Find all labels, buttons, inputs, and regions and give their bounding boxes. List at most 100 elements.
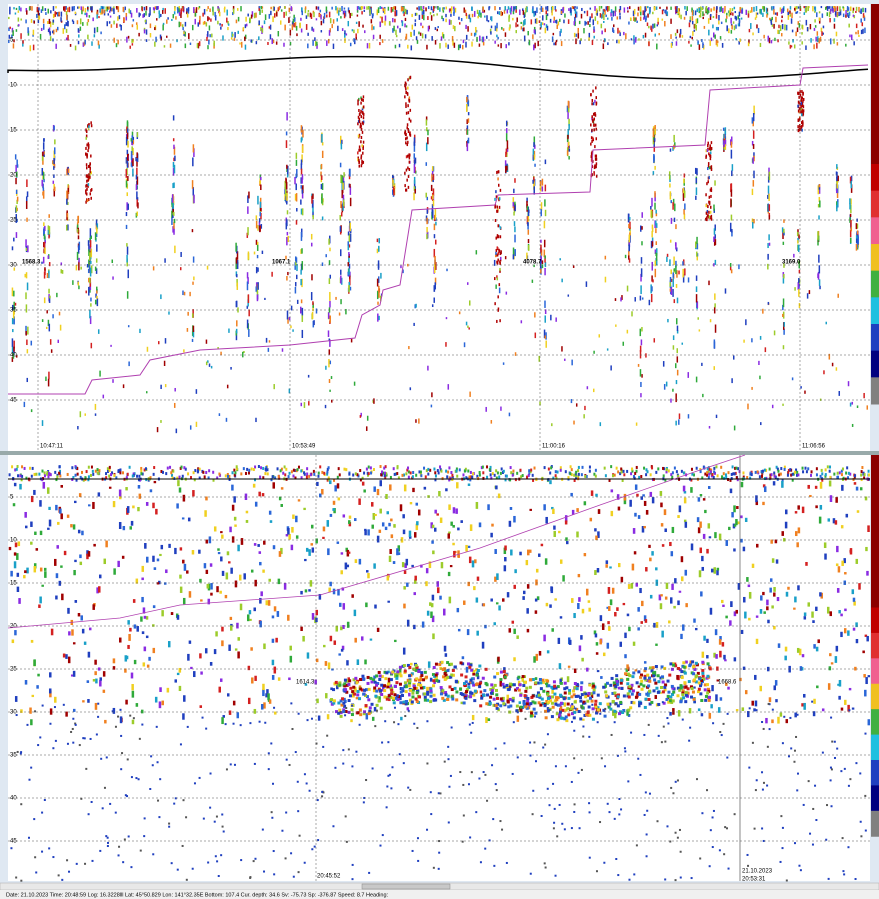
echo-dot	[721, 475, 723, 478]
echo-dot	[253, 468, 255, 471]
echo-dot	[446, 269, 448, 272]
echo-dot	[138, 475, 140, 478]
echo-dot	[709, 196, 711, 199]
echo-dot	[321, 197, 323, 203]
echo-dot	[773, 9, 775, 15]
echo-dot	[152, 556, 155, 562]
echo-dot	[73, 642, 76, 644]
echo-dot	[684, 203, 686, 209]
echo-dot	[165, 384, 167, 387]
echo-dot	[116, 6, 118, 10]
echo-dot	[95, 413, 97, 415]
echo-dot	[733, 548, 736, 551]
echo-dot	[45, 8, 47, 11]
echo-dot	[760, 686, 763, 691]
echo-dot	[540, 245, 542, 253]
echo-dot	[494, 277, 496, 280]
echo-dot	[555, 317, 557, 321]
echo-dot	[78, 216, 80, 223]
echo-dot	[369, 9, 371, 15]
echo-dot	[621, 471, 623, 474]
echo-dot	[794, 44, 796, 48]
echo-dot	[132, 720, 135, 725]
echo-dot	[283, 12, 285, 18]
echo-dot	[735, 24, 737, 28]
echo-dot	[710, 608, 713, 615]
echo-dot	[407, 467, 409, 470]
echo-dot	[306, 472, 308, 475]
echo-dot	[625, 33, 627, 39]
echo-dot	[196, 389, 198, 394]
echo-dot	[187, 328, 189, 332]
echo-dot	[79, 242, 81, 250]
echo-dot	[448, 572, 451, 576]
echo-dot	[388, 678, 391, 683]
echo-dot	[348, 252, 350, 256]
echo-dot	[145, 20, 147, 22]
echo-dot	[576, 532, 579, 538]
echo-dot	[128, 9, 130, 14]
echo-dot	[607, 6, 609, 12]
echo-dot	[241, 42, 243, 48]
echo-dot	[33, 490, 36, 495]
echo-dot	[354, 518, 357, 521]
echo-dot	[632, 564, 635, 571]
echo-dot	[200, 705, 203, 708]
echo-dot	[438, 491, 441, 496]
echo-dot	[497, 37, 499, 40]
echo-dot	[514, 221, 516, 226]
echo-dot	[132, 169, 134, 177]
echo-dot	[346, 33, 348, 35]
echo-dot	[251, 15, 253, 19]
echo-dot	[405, 141, 407, 144]
echo-dot	[243, 27, 245, 30]
echo-dot	[78, 28, 80, 32]
echo-dot	[44, 248, 46, 254]
echo-dot	[220, 678, 223, 681]
echo-dot	[128, 36, 130, 39]
echo-dot	[648, 26, 650, 28]
echo-dot	[15, 154, 17, 159]
echo-dot	[255, 502, 257, 507]
echo-dot	[304, 559, 307, 561]
echo-dot	[675, 37, 677, 39]
echo-dot	[807, 602, 810, 606]
echo-dot	[323, 645, 326, 647]
echo-dot	[640, 296, 642, 301]
echo-dot	[673, 272, 675, 277]
echo-dot	[328, 466, 330, 469]
echo-dot	[545, 185, 547, 192]
echo-dot	[384, 8, 386, 14]
echo-dot	[661, 523, 664, 526]
echo-dot	[580, 686, 583, 691]
echo-dot	[857, 405, 859, 408]
echo-dot	[595, 124, 597, 127]
echo-dot	[721, 22, 723, 24]
echo-dot	[49, 21, 51, 23]
page: Date: 21.10.2023 Time: 20:48:59 Log: 16.…	[0, 0, 879, 899]
echo-dot	[137, 507, 140, 511]
echo-dot	[12, 288, 14, 297]
echo-dot	[326, 6, 328, 11]
echo-dot	[49, 31, 51, 35]
echo-dot	[350, 198, 352, 206]
echo-dot	[713, 8, 715, 10]
echo-dot	[78, 41, 80, 44]
echo-dot	[319, 465, 321, 468]
echo-dot	[377, 279, 379, 287]
echo-dot	[219, 12, 221, 16]
echo-dot	[118, 6, 120, 12]
echo-dot	[540, 269, 542, 274]
echo-dot	[725, 473, 727, 476]
echo-dot	[713, 470, 715, 473]
echo-dot	[16, 190, 18, 194]
echo-dot	[48, 214, 50, 218]
echo-dot	[291, 470, 293, 473]
echo-dot	[588, 37, 590, 41]
echo-dot	[431, 392, 433, 397]
echo-dot	[593, 19, 595, 25]
echo-dot	[399, 44, 401, 47]
scroll-thumb[interactable]	[362, 884, 450, 889]
echo-dot	[798, 289, 800, 297]
echo-dot	[527, 629, 530, 632]
